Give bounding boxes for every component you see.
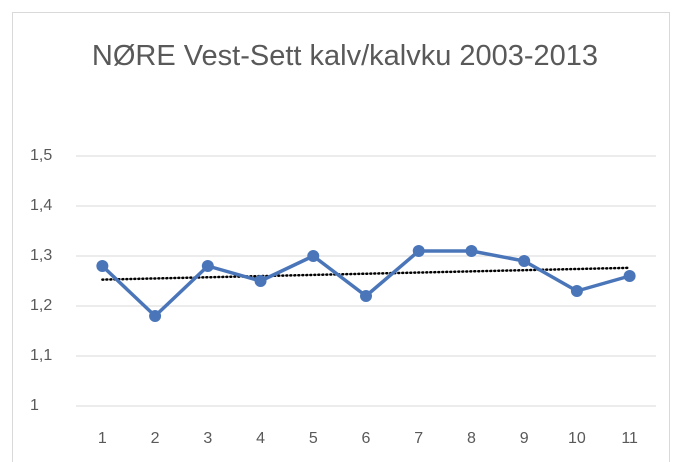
data-point <box>96 260 109 272</box>
data-point <box>307 250 320 262</box>
data-point <box>518 255 531 267</box>
y-tick-label: 1,4 <box>30 197 52 214</box>
x-tick-label: 1 <box>98 430 107 447</box>
y-tick-label: 1,2 <box>30 297 52 314</box>
x-tick-label: 4 <box>256 430 265 447</box>
data-point <box>412 245 425 257</box>
x-tick-label: 5 <box>309 430 318 447</box>
x-tick-label: 8 <box>467 430 476 447</box>
y-tick-label: 1,3 <box>30 247 52 264</box>
y-tick-label: 1,5 <box>30 147 52 164</box>
data-point <box>201 260 214 272</box>
y-tick-label: 1 <box>30 397 39 414</box>
data-point <box>254 275 267 287</box>
data-point <box>623 270 636 282</box>
data-point <box>465 245 478 257</box>
x-tick-label: 10 <box>568 430 586 447</box>
chart-border <box>12 12 670 462</box>
x-tick-label: 6 <box>362 430 371 447</box>
x-tick-label: 9 <box>520 430 529 447</box>
x-tick-label: 7 <box>414 430 423 447</box>
data-point <box>149 310 162 322</box>
x-tick-label: 3 <box>203 430 212 447</box>
x-tick-label: 2 <box>151 430 160 447</box>
y-tick-label: 1,1 <box>30 347 52 364</box>
data-point <box>570 285 583 297</box>
x-tick-label: 11 <box>621 430 638 447</box>
chart-title: NØRE Vest-Sett kalv/kalvku 2003-2013 <box>91 40 599 72</box>
data-point <box>360 290 372 302</box>
